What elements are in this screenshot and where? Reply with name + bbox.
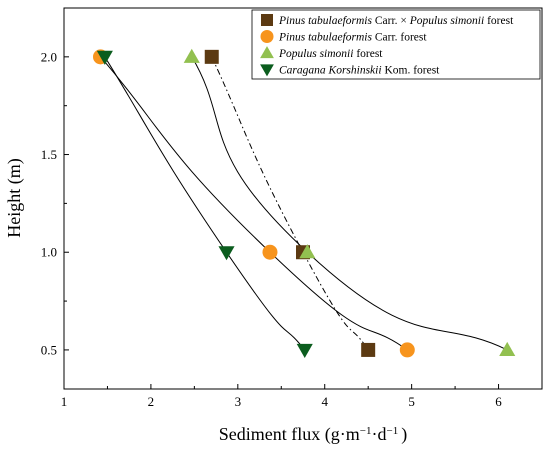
legend-marker-mixed [261,14,273,26]
x-tick-label: 1 [61,394,68,409]
fit-curves [100,56,508,351]
data-point-populus [299,244,316,259]
x-tick-label: 6 [495,394,502,409]
y-tick-label: 1.5 [41,147,57,162]
data-point-caragana [296,343,313,358]
data-point-mixed [204,49,219,64]
data-point-caragana [96,50,113,65]
y-tick-label: 0.5 [41,342,57,357]
fit-curve-mixed [211,56,369,351]
x-tick-label: 5 [408,394,415,409]
data-point-pinus [262,244,278,260]
fit-curve-caragana [104,56,306,351]
legend-marker-pinus [260,30,274,43]
data-point-pinus [399,342,415,358]
x-axis-title-exp2: −1 [386,425,398,437]
legend-label-caragana: Caragana Korshinskii Kom. forest [279,65,440,77]
y-tick-label: 1.0 [41,245,57,260]
data-point-mixed [361,342,376,357]
plot-frame [63,7,543,390]
x-axis-title-mid: ·d [371,424,386,444]
legend-marker-populus [260,46,274,59]
data-point-caragana [218,246,235,261]
legend-label-mixed: Pinus tabulaeformis Carr. × Populus simo… [278,15,514,27]
x-axis-title: Sediment flux (g·m−1·d−1) [219,424,407,445]
data-points [93,48,516,358]
legend: Pinus tabulaeformis Carr. × Populus simo… [251,9,541,80]
fit-curve-populus [191,56,508,351]
x-tick-label: 2 [148,394,155,409]
x-axis-title-main: Sediment flux (g·m [219,424,360,445]
y-tick-label: 2.0 [41,49,57,64]
data-point-populus [183,48,200,63]
y-axis-title: Height (m) [4,158,25,237]
x-tick-label: 4 [321,394,328,409]
axis-ticks: 1 2 3 4 5 6 0.5 1.0 1.5 2.0 [41,49,503,409]
fit-curve-pinus [100,56,408,351]
x-axis-title-tail: ) [401,424,407,445]
legend-marker-caragana [260,64,274,77]
legend-box [251,9,541,80]
x-axis-title-exp1: −1 [360,425,372,437]
legend-label-populus: Populus simonii forest [278,48,383,60]
legend-label-pinus: Pinus tabulaeformis Carr. forest [278,32,427,44]
x-tick-label: 3 [235,394,242,409]
data-point-populus [499,341,516,356]
